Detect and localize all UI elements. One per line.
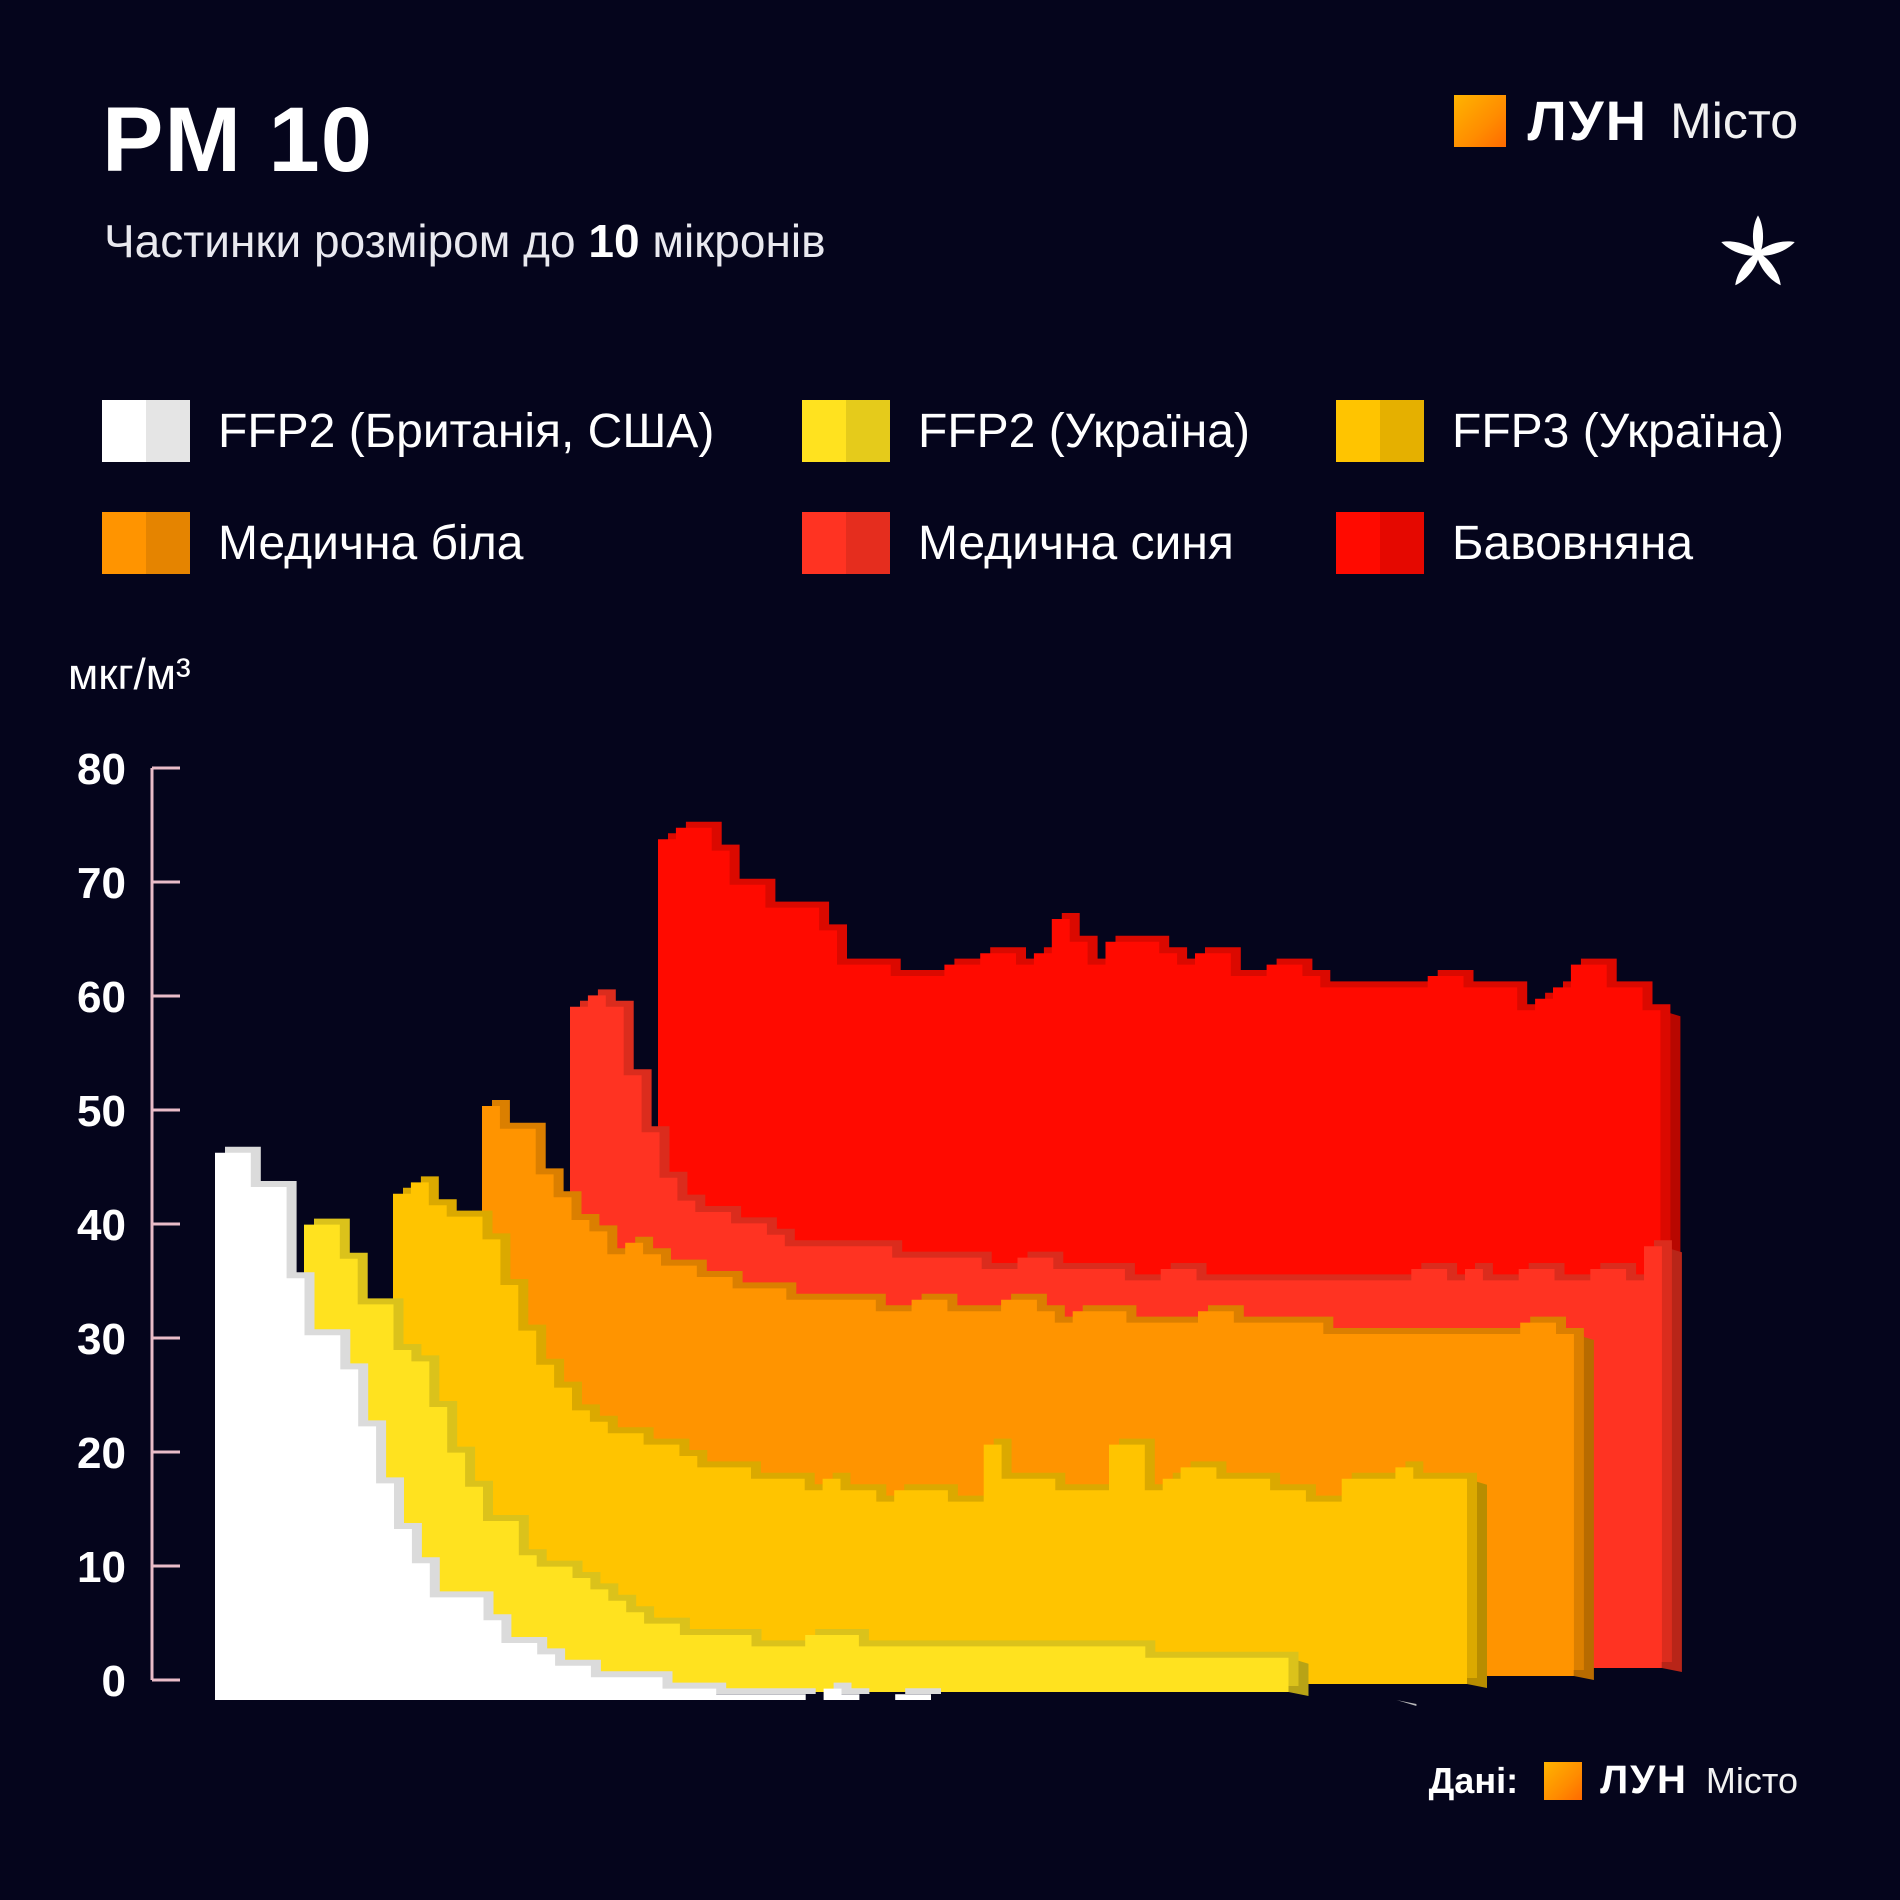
legend-label: Медична біла bbox=[218, 516, 524, 570]
source-brand-city: Місто bbox=[1705, 1759, 1798, 1801]
y-axis-unit: мкг/м³ bbox=[68, 650, 191, 699]
legend-swatch bbox=[102, 400, 190, 462]
series-0 bbox=[215, 1146, 1417, 1706]
legend-swatch bbox=[802, 512, 890, 574]
y-tick-label: 60 bbox=[77, 973, 126, 1022]
brand-square-icon bbox=[1453, 94, 1506, 147]
y-axis: 0 10 20 30 40 50 60 70 80 bbox=[77, 745, 180, 1706]
source-brand-name: ЛУН bbox=[1600, 1758, 1688, 1802]
series-area bbox=[393, 1182, 1467, 1684]
data-source: Дані: ЛУН Місто bbox=[1429, 1758, 1798, 1803]
subtitle-prefix: Частинки розміром до bbox=[104, 215, 589, 267]
legend-swatch bbox=[802, 400, 890, 462]
legend-item-ffp2-ua: FFP2 (Україна) bbox=[802, 400, 1250, 462]
subtitle-bold: 10 bbox=[588, 215, 640, 267]
series-layer bbox=[215, 821, 1682, 1706]
legend-label: Медична синя bbox=[918, 516, 1234, 570]
y-tick-label: 30 bbox=[77, 1315, 126, 1364]
y-tick-label: 10 bbox=[77, 1543, 126, 1592]
legend-item-medical-white: Медична біла bbox=[102, 512, 523, 574]
subtitle-suffix: мікронів bbox=[639, 215, 826, 267]
chestnut-leaf-icon bbox=[1721, 215, 1795, 286]
y-tick-label: 70 bbox=[77, 859, 126, 908]
legend-item-medical-blue: Медична синя bbox=[802, 512, 1234, 574]
y-tick-label: 20 bbox=[77, 1429, 126, 1478]
legend-label: FFP3 (Україна) bbox=[1452, 404, 1784, 458]
series-1 bbox=[304, 1218, 1309, 1696]
legend-swatch bbox=[102, 512, 190, 574]
brand-logo: ЛУН Місто bbox=[1453, 88, 1798, 153]
brand-name: ЛУН bbox=[1527, 89, 1649, 152]
series-side-face bbox=[1396, 1700, 1417, 1706]
y-tick-label: 0 bbox=[102, 1657, 126, 1706]
source-square-icon bbox=[1544, 1761, 1583, 1800]
legend-label: Бавовняна bbox=[1452, 516, 1694, 570]
pm10-area-chart: 0 10 20 30 40 50 60 70 80 bbox=[77, 745, 1682, 1706]
legend-item-ffp3-ua: FFP3 (Україна) bbox=[1336, 400, 1784, 462]
series-2 bbox=[393, 1176, 1487, 1688]
series-area bbox=[304, 1224, 1289, 1692]
legend-swatch bbox=[1336, 400, 1424, 462]
chart-legend: FFP2 (Британія, США) FFP2 (Україна) FFP3… bbox=[102, 400, 1802, 590]
legend-item-cotton: Бавовняна bbox=[1336, 512, 1693, 574]
y-tick-label: 40 bbox=[77, 1201, 126, 1250]
legend-label: FFP2 (Україна) bbox=[918, 404, 1250, 458]
legend-item-ffp2-uk-usa: FFP2 (Британія, США) bbox=[102, 400, 714, 462]
legend-label: FFP2 (Британія, США) bbox=[218, 404, 715, 458]
series-area bbox=[215, 1152, 1397, 1700]
legend-swatch bbox=[1336, 512, 1424, 574]
source-label: Дані: bbox=[1428, 1759, 1519, 1801]
chart-subtitle: Частинки розміром до 10 мікронів bbox=[104, 214, 826, 268]
chart-title: PM 10 bbox=[102, 89, 373, 191]
y-tick-label: 80 bbox=[77, 745, 126, 794]
y-tick-label: 50 bbox=[77, 1087, 126, 1136]
brand-city: Місто bbox=[1670, 92, 1798, 149]
